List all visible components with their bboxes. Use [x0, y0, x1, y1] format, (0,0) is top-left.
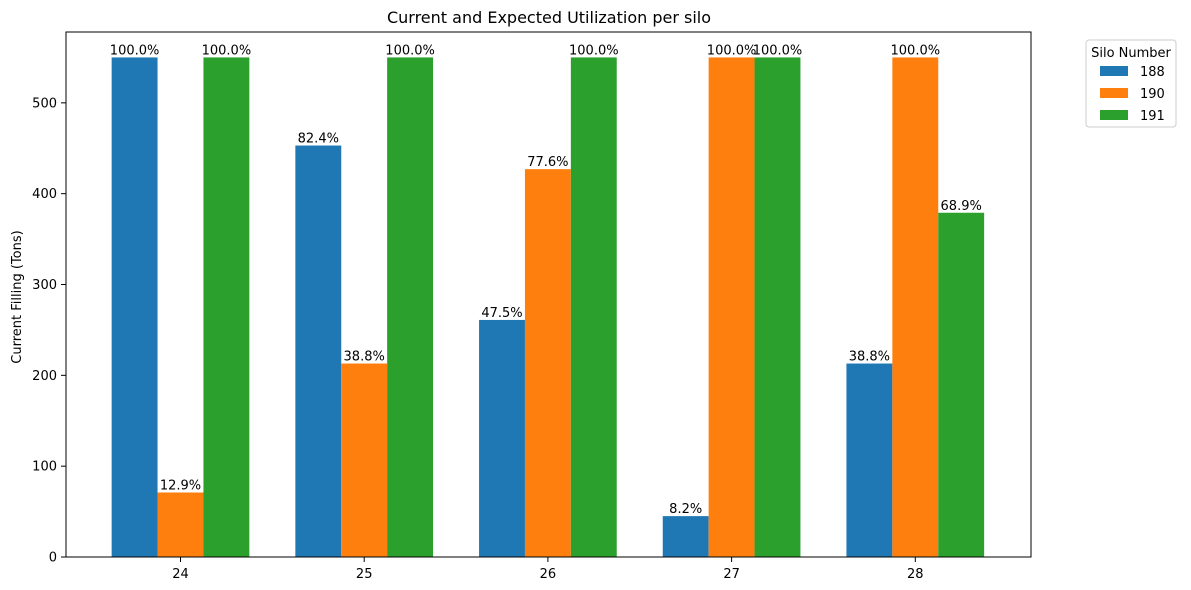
legend-swatch-188	[1100, 66, 1128, 76]
data-label: 8.2%	[669, 502, 702, 517]
x-tick-label: 25	[356, 567, 373, 582]
bar-188-26	[479, 319, 525, 557]
bar-191-25	[387, 57, 434, 557]
data-label: 100.0%	[385, 43, 435, 58]
y-tick-label: 300	[32, 278, 57, 293]
y-tick-label: 100	[32, 460, 57, 475]
y-axis-label: Current Filling (Tons)	[10, 230, 25, 363]
bar-190-26	[524, 169, 571, 557]
legend-label: 190	[1140, 87, 1165, 102]
data-label: 100.0%	[891, 43, 941, 58]
data-label: 68.9%	[941, 199, 982, 214]
x-tick-label: 26	[540, 567, 557, 582]
chart-title: Current and Expected Utilization per sil…	[387, 8, 711, 27]
legend-title: Silo Number	[1091, 46, 1171, 61]
x-tick-label: 27	[723, 567, 740, 582]
bar-188-24	[111, 57, 158, 557]
legend-label: 191	[1140, 109, 1165, 124]
y-tick-label: 0	[49, 551, 57, 566]
bar-191-27	[754, 57, 801, 557]
data-label: 100.0%	[110, 43, 160, 58]
y-tick-label: 200	[32, 369, 57, 384]
bar-191-28	[938, 212, 985, 557]
legend-swatch-190	[1100, 88, 1128, 98]
data-label: 100.0%	[707, 43, 757, 58]
data-label: 82.4%	[298, 132, 339, 147]
legend-label: 188	[1140, 65, 1165, 80]
data-label: 100.0%	[202, 43, 252, 58]
legend: Silo Number 188 190 191	[1085, 39, 1177, 128]
data-label: 77.6%	[527, 155, 568, 170]
bar-188-25	[295, 145, 342, 557]
bar-190-27	[708, 57, 755, 557]
data-label: 38.8%	[344, 350, 385, 365]
plot-area: 0 100 200 300 400 500 100.0% 12.9% 100.0% 24 82.4%…	[32, 43, 985, 582]
legend-box	[1085, 39, 1177, 128]
y-tick-label: 400	[32, 187, 57, 202]
legend-swatch-191	[1100, 110, 1128, 120]
data-label: 100.0%	[753, 43, 803, 58]
bar-188-28	[846, 363, 893, 557]
data-label: 12.9%	[160, 479, 201, 494]
bar-190-25	[341, 363, 388, 557]
data-label: 47.5%	[481, 306, 522, 321]
bar-190-24	[157, 492, 204, 557]
plot-frame	[65, 31, 1032, 558]
x-tick-label: 24	[172, 567, 189, 582]
y-tick-label: 500	[32, 96, 57, 111]
x-tick-label: 28	[907, 567, 924, 582]
data-label: 100.0%	[569, 43, 619, 58]
bar-191-24	[203, 57, 250, 557]
bar-190-28	[892, 57, 939, 557]
bar-188-27	[662, 516, 709, 557]
data-label: 38.8%	[849, 350, 890, 365]
bar-191-26	[570, 57, 617, 557]
